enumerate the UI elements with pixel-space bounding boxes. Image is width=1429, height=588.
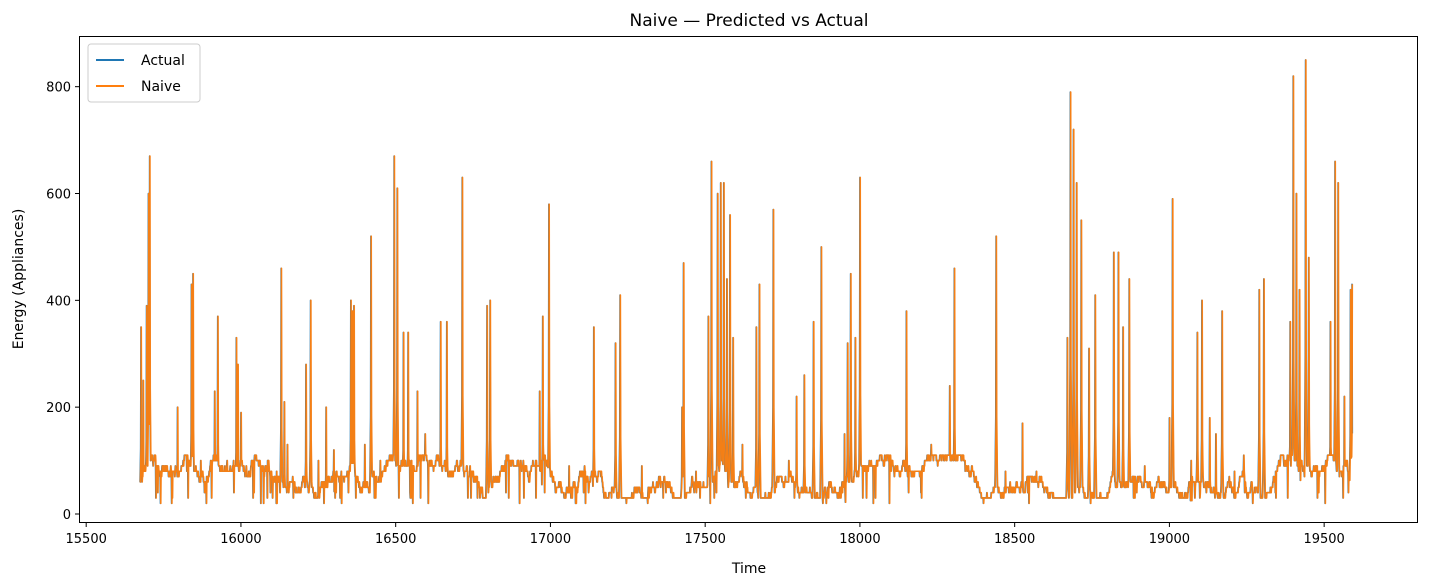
legend-label-actual: Actual bbox=[141, 53, 185, 69]
chart-title: Naive — Predicted vs Actual bbox=[630, 11, 869, 31]
plot-area bbox=[139, 59, 1354, 505]
y-tick-label: 800 bbox=[46, 81, 71, 96]
x-tick-label: 15500 bbox=[66, 532, 107, 547]
x-axis-label: Time bbox=[731, 561, 766, 577]
legend-label-naive: Naive bbox=[141, 79, 181, 95]
x-tick-label: 19500 bbox=[1303, 532, 1344, 547]
x-tick-label: 18500 bbox=[994, 532, 1035, 547]
y-axis-label: Energy (Appliances) bbox=[11, 209, 27, 350]
legend: Actual Naive bbox=[87, 43, 201, 103]
y-tick-label: 200 bbox=[46, 401, 71, 416]
x-axis: 15500 16000 16500 17000 17500 18000 18500 19000… bbox=[66, 522, 1345, 547]
x-tick-label: 17000 bbox=[530, 532, 571, 547]
y-tick-label: 0 bbox=[63, 508, 71, 523]
x-tick-label: 19000 bbox=[1149, 532, 1190, 547]
y-tick-label: 600 bbox=[46, 188, 71, 203]
y-axis: 0 200 400 600 800 bbox=[46, 81, 80, 523]
legend-box bbox=[87, 43, 201, 103]
plot-frame bbox=[79, 36, 1418, 523]
x-tick-label: 18000 bbox=[839, 532, 880, 547]
y-tick-label: 400 bbox=[46, 294, 71, 309]
x-tick-label: 16000 bbox=[220, 532, 261, 547]
x-tick-label: 17500 bbox=[684, 532, 725, 547]
x-tick-label: 16500 bbox=[375, 532, 416, 547]
series-line-naive bbox=[139, 59, 1354, 505]
